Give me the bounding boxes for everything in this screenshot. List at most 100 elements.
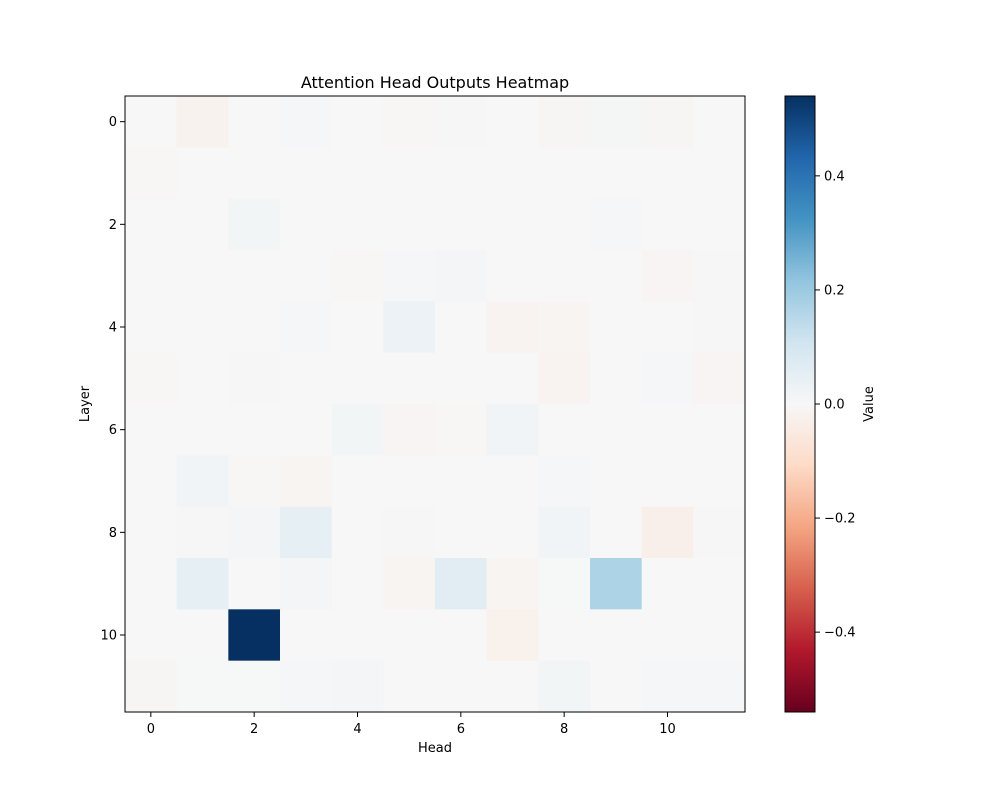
- heatmap-cell: [693, 558, 746, 610]
- heatmap-cell: [435, 198, 488, 251]
- y-axis-ticks: 0 2 4 6 8 10: [100, 115, 125, 644]
- heatmap-cell: [538, 609, 591, 662]
- heatmap-cell: [125, 455, 178, 508]
- heatmap-cell: [486, 147, 539, 200]
- heatmap-cell: [435, 558, 488, 610]
- heatmap-cell: [331, 198, 384, 251]
- heatmap-cell: [693, 455, 746, 508]
- heatmap-cell: [693, 147, 746, 200]
- heatmap-cell: [590, 301, 643, 354]
- colorbar-tick-label: −0.4: [824, 626, 856, 641]
- heatmap-cell: [641, 147, 694, 200]
- x-tick-label: 2: [250, 722, 258, 737]
- heatmap-cell: [228, 455, 281, 508]
- heatmap-cell: [176, 455, 229, 508]
- heatmap-cell: [383, 609, 436, 662]
- heatmap-cell: [486, 404, 539, 456]
- heatmap-cell: [331, 558, 384, 610]
- heatmap-cell: [331, 96, 384, 148]
- heatmap-cell: [641, 198, 694, 251]
- heatmap-cell: [331, 455, 384, 508]
- heatmap-cell: [486, 198, 539, 251]
- heatmap-cell: [538, 558, 591, 610]
- colorbar: [785, 96, 815, 712]
- heatmap-cell: [435, 96, 488, 148]
- x-tick-label: 6: [457, 722, 465, 737]
- heatmap-cell: [228, 147, 281, 200]
- heatmap-cell: [176, 352, 229, 405]
- heatmap-cell: [538, 455, 591, 508]
- heatmap-cell: [125, 147, 178, 200]
- heatmap-cell: [280, 506, 333, 559]
- heatmap-cell: [435, 455, 488, 508]
- heatmap-cell: [331, 506, 384, 559]
- heatmap-cell: [125, 352, 178, 405]
- heatmap-cell: [590, 455, 643, 508]
- heatmap-cell: [641, 404, 694, 456]
- heatmap-cell: [435, 147, 488, 200]
- heatmap-cell: [641, 609, 694, 662]
- heatmap-cell: [228, 558, 281, 610]
- heatmap-cell: [383, 147, 436, 200]
- heatmap-cell: [693, 660, 746, 713]
- heatmap-cell: [590, 609, 643, 662]
- x-tick-label: 4: [353, 722, 361, 737]
- heatmap-cell: [280, 609, 333, 662]
- heatmap-cell: [383, 404, 436, 456]
- heatmap-cell: [176, 147, 229, 200]
- heatmap-cell: [538, 147, 591, 200]
- heatmap-cell: [538, 96, 591, 148]
- y-tick-label: 6: [109, 423, 117, 438]
- heatmap-cell: [435, 404, 488, 456]
- heatmap-cell: [641, 506, 694, 559]
- colorbar-tick-label: −0.2: [824, 512, 856, 527]
- heatmap-cell: [641, 660, 694, 713]
- colorbar-ticks: 0.4 0.2 0.0 −0.2 −0.4: [815, 169, 856, 641]
- heatmap-cell: [641, 96, 694, 148]
- heatmap-cell: [176, 558, 229, 610]
- heatmap-cell: [228, 96, 281, 148]
- heatmap-cell: [176, 301, 229, 354]
- heatmap-cell: [125, 404, 178, 456]
- heatmap-cell: [435, 250, 488, 302]
- heatmap-cell: [435, 609, 488, 662]
- heatmap-cell: [176, 404, 229, 456]
- heatmap-cell: [383, 96, 436, 148]
- heatmap-cell: [331, 404, 384, 456]
- y-tick-label: 4: [109, 321, 117, 336]
- heatmap-cell: [176, 250, 229, 302]
- heatmap-cell: [383, 250, 436, 302]
- heatmap-cell: [435, 660, 488, 713]
- y-tick-label: 2: [109, 218, 117, 233]
- heatmap-cell: [383, 455, 436, 508]
- x-tick-label: 0: [147, 722, 155, 737]
- heatmap-cell: [538, 352, 591, 405]
- x-axis-label: Head: [418, 741, 452, 756]
- heatmap-cell: [693, 506, 746, 559]
- colorbar-tick-label: 0.4: [824, 169, 845, 184]
- heatmap-cell: [590, 250, 643, 302]
- heatmap-cell: [228, 506, 281, 559]
- heatmap-cell: [641, 250, 694, 302]
- heatmap-cell: [693, 198, 746, 251]
- heatmap-cell: [383, 558, 436, 610]
- heatmap-cell: [280, 660, 333, 713]
- heatmap-cell: [280, 198, 333, 251]
- heatmap-cell: [486, 506, 539, 559]
- y-tick-label: 10: [100, 629, 117, 644]
- x-tick-label: 8: [560, 722, 568, 737]
- heatmap-cell: [331, 352, 384, 405]
- heatmap-cell: [383, 198, 436, 251]
- heatmap-cell: [538, 660, 591, 713]
- heatmap-cell: [331, 147, 384, 200]
- colorbar-label: Value: [862, 386, 877, 422]
- heatmap-cell: [280, 96, 333, 148]
- heatmap-cell: [435, 506, 488, 559]
- heatmap-cell: [383, 660, 436, 713]
- heatmap-cell: [538, 250, 591, 302]
- heatmap-cell: [331, 609, 384, 662]
- heatmap-cell: [125, 301, 178, 354]
- heatmap-cell: [280, 147, 333, 200]
- heatmap-cell: [486, 352, 539, 405]
